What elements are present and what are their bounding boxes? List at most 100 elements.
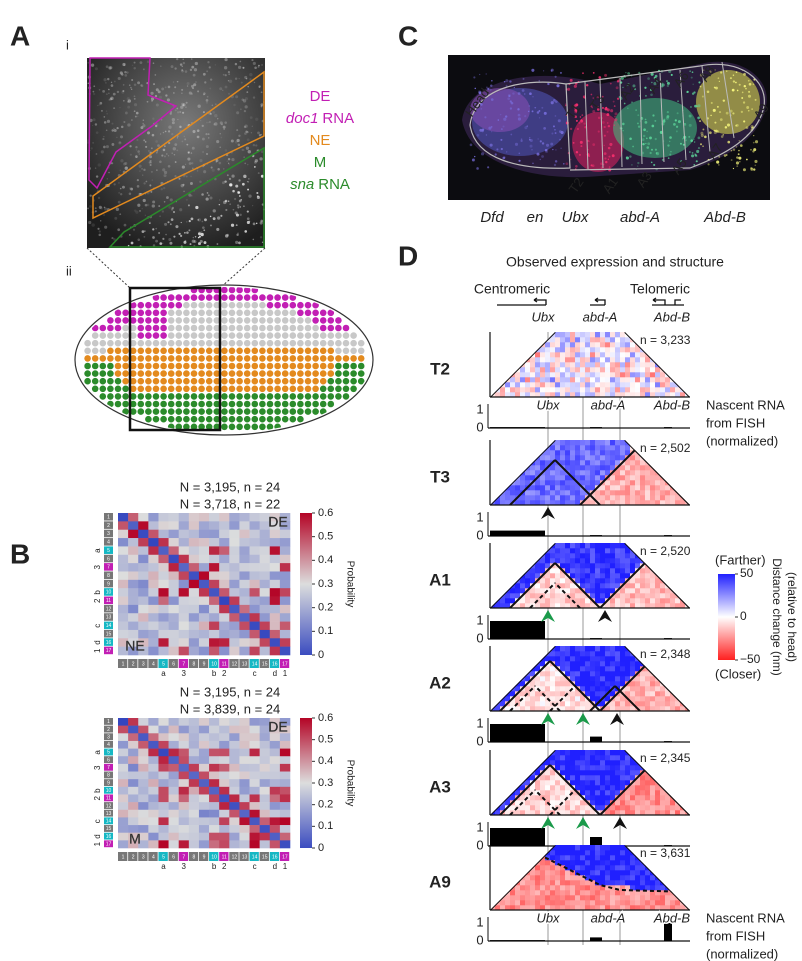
heatmap-cell <box>189 571 199 580</box>
cell-dot <box>259 416 266 423</box>
heatmap-cell <box>575 671 580 676</box>
speckle <box>646 146 649 149</box>
heatmap-cell <box>500 460 505 465</box>
cell-dot <box>297 310 304 317</box>
heatmap-cell <box>239 741 249 749</box>
heatmap-cell <box>605 563 610 568</box>
speckle <box>88 83 90 85</box>
speckle <box>645 119 647 121</box>
heatmap-cell <box>515 661 520 666</box>
heatmap-cell <box>209 546 219 555</box>
cell-dot <box>198 348 205 355</box>
speckle <box>209 66 211 68</box>
cell-dot <box>259 340 266 347</box>
heatmap-cell <box>595 372 600 377</box>
heatmap-cell <box>540 490 545 495</box>
locus-group: d <box>273 862 277 871</box>
heatmap-cell <box>118 787 128 795</box>
speckle <box>143 169 145 171</box>
heatmap-cell <box>540 780 545 785</box>
heatmap-cell <box>535 480 540 485</box>
speckle <box>206 99 209 102</box>
speckle <box>194 68 197 71</box>
heatmap-cell <box>505 382 510 387</box>
legend-entry: doc1RNA <box>286 110 354 127</box>
heatmap-cell <box>545 553 550 558</box>
heatmap-cell <box>620 475 625 480</box>
speckle <box>120 170 121 171</box>
heatmap-cell <box>515 760 520 765</box>
heatmap-cell <box>535 445 540 450</box>
cell-dot <box>305 317 312 324</box>
heatmap-cell <box>545 367 550 372</box>
speckle <box>243 175 246 178</box>
heatmap-cell <box>138 521 148 530</box>
speckle <box>165 234 167 236</box>
heatmap-cell <box>680 377 685 382</box>
heatmap-cell <box>570 465 575 470</box>
heatmap-cell <box>605 681 610 686</box>
heatmap-cell <box>620 465 625 470</box>
heatmap-cell <box>189 733 199 741</box>
heatmap-cell <box>148 638 158 647</box>
heatmap-cell <box>280 530 290 539</box>
heatmap-cell <box>660 696 665 701</box>
speckle <box>176 150 178 152</box>
heatmap-cell <box>530 332 535 337</box>
heatmap-cell <box>635 490 640 495</box>
heatmap-cell <box>250 538 260 547</box>
heatmap-cell <box>615 558 620 563</box>
heatmap-cell <box>650 490 655 495</box>
cell-dot <box>229 370 236 377</box>
heatmap-cell <box>540 480 545 485</box>
heatmap-cell <box>179 622 189 631</box>
heatmap-cell <box>555 485 560 490</box>
speckle <box>722 134 724 136</box>
heatmap-cell <box>490 790 495 795</box>
speckle <box>755 99 757 101</box>
heatmap-cell <box>675 583 680 588</box>
cell-dot <box>198 416 205 423</box>
speckle <box>237 204 239 206</box>
heatmap-cell <box>660 568 665 573</box>
heatmap-cell <box>595 583 600 588</box>
speckle <box>188 152 189 153</box>
heatmap-cell <box>500 480 505 485</box>
heatmap-cell <box>495 583 500 588</box>
speckle <box>134 209 136 211</box>
heatmap-cell <box>490 800 495 805</box>
locus-number: 15 <box>262 661 268 667</box>
speckle <box>197 136 200 139</box>
speckle <box>486 134 487 135</box>
heatmap-cell <box>260 622 270 631</box>
heatmap-cell <box>565 455 570 460</box>
cell-dot <box>274 355 281 362</box>
cell-dot <box>236 317 243 324</box>
heatmap-cell <box>169 530 179 539</box>
cell-dot <box>290 386 297 393</box>
speckle <box>682 138 683 139</box>
heatmap-cell <box>169 538 179 547</box>
heatmap-cell <box>118 622 128 631</box>
heatmap-cell <box>620 573 625 578</box>
heatmap-cell <box>520 666 525 671</box>
heatmap-cell <box>585 465 590 470</box>
speckle <box>209 196 212 199</box>
speckle <box>210 78 212 80</box>
heatmap-cell <box>525 440 530 445</box>
heatmap-cell <box>560 765 565 770</box>
heatmap-cell <box>490 573 495 578</box>
heatmap-cell <box>665 573 670 578</box>
speckle <box>177 81 179 83</box>
speckle <box>170 113 172 115</box>
heatmap-cell <box>189 772 199 780</box>
track-tick-label: 0 <box>476 630 483 645</box>
heatmap-cell <box>575 367 580 372</box>
heatmap-cell <box>260 530 270 539</box>
speckle <box>472 158 475 161</box>
heatmap-cell <box>118 555 128 564</box>
heatmap-cell <box>525 646 530 651</box>
speckle <box>524 115 526 117</box>
cell-dot <box>343 348 350 355</box>
heatmap-cell <box>169 741 179 749</box>
